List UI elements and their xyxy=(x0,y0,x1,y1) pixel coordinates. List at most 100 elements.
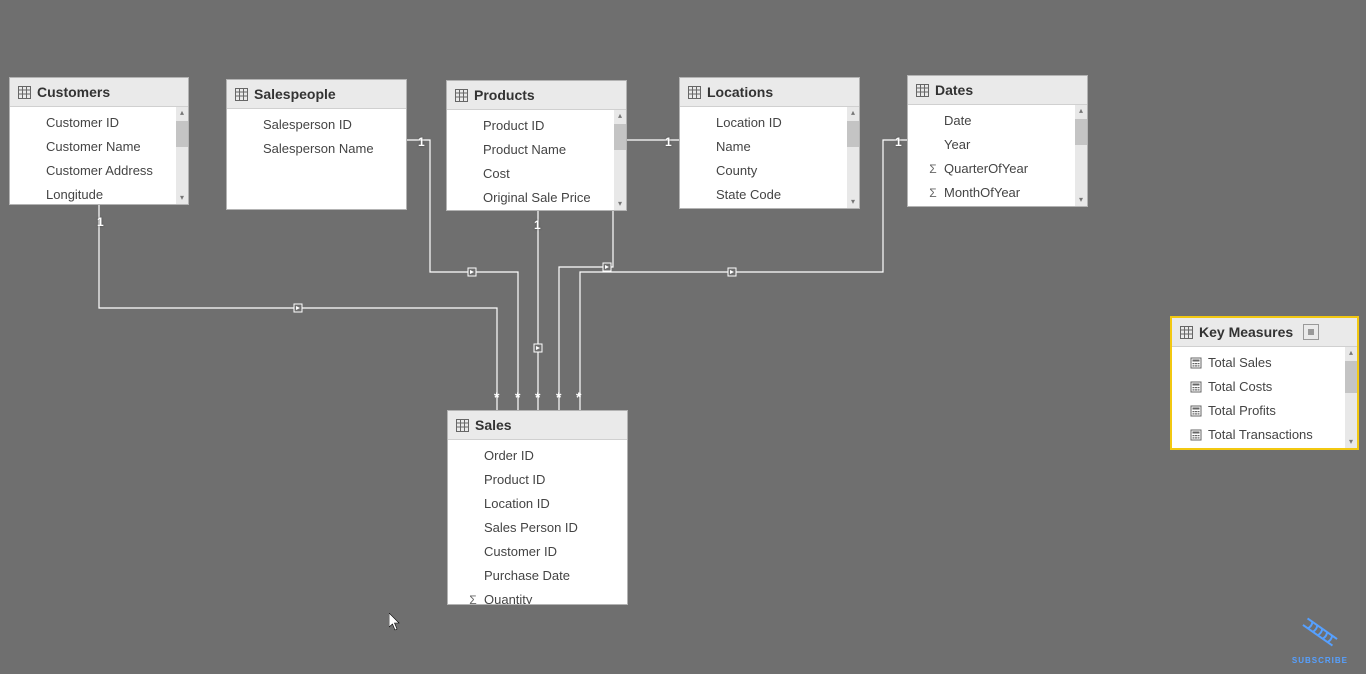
field-row[interactable]: Customer ID xyxy=(448,540,627,564)
field-label: Product ID xyxy=(483,116,544,136)
table-sales[interactable]: Sales Order ID Product IDLocation IDSales … xyxy=(447,410,628,605)
scrollbar[interactable]: ▴▾ xyxy=(176,107,188,204)
cardinality-one: 1 xyxy=(418,135,425,149)
collapse-icon[interactable] xyxy=(1303,324,1319,340)
scroll-up-icon[interactable]: ▴ xyxy=(1075,105,1087,117)
field-label: QuarterOfYear xyxy=(944,159,1028,179)
calculator-icon xyxy=(1190,381,1204,393)
scrollbar-thumb[interactable] xyxy=(176,121,188,147)
scroll-down-icon[interactable]: ▾ xyxy=(614,198,626,210)
scroll-down-icon[interactable]: ▾ xyxy=(1345,436,1357,448)
scrollbar[interactable]: ▴▾ xyxy=(1345,347,1357,448)
field-label: County xyxy=(716,161,757,181)
scroll-up-icon[interactable]: ▴ xyxy=(847,107,859,119)
table-dates-title: Dates xyxy=(935,82,973,98)
field-row[interactable]: Total Costs xyxy=(1172,375,1357,399)
field-row[interactable]: Order ID xyxy=(448,444,627,468)
table-sales-header[interactable]: Sales xyxy=(448,411,627,440)
field-row[interactable]: ΣDayOfMonth xyxy=(908,205,1087,206)
table-key_measures[interactable]: Key MeasuresTotal SalesTotal CostsTotal … xyxy=(1170,316,1359,450)
field-row[interactable]: Product ID xyxy=(448,468,627,492)
scroll-down-icon[interactable]: ▾ xyxy=(176,192,188,204)
field-label: Order ID xyxy=(484,446,534,466)
field-row[interactable]: Total Transactions xyxy=(1172,423,1357,447)
table-icon xyxy=(18,86,31,99)
sigma-icon: Σ xyxy=(926,183,940,203)
table-dates[interactable]: DatesDateYearΣQuarterOfYearΣMonthOfYearΣ… xyxy=(907,75,1088,207)
field-row[interactable]: Date xyxy=(908,109,1087,133)
field-label: Total Costs xyxy=(1208,377,1272,397)
field-row[interactable]: ΣQuantity xyxy=(448,588,627,604)
field-row[interactable]: ΣQuarterOfYear xyxy=(908,157,1087,181)
sigma-icon: Σ xyxy=(466,590,480,604)
field-label: Original Sale Price xyxy=(483,188,591,208)
scrollbar[interactable]: ▴▾ xyxy=(1075,105,1087,206)
table-products-title: Products xyxy=(474,87,535,103)
cardinality-one: 1 xyxy=(895,135,902,149)
field-label: MonthOfYear xyxy=(944,183,1020,203)
field-row[interactable]: Customer ID xyxy=(10,111,188,135)
field-row[interactable]: Original Sale Price xyxy=(447,186,626,210)
field-row[interactable]: Salesperson ID xyxy=(227,113,406,137)
table-locations-field-list: Location IDNameCountyState CodeState▴▾ xyxy=(680,107,859,208)
field-row[interactable]: Customer Name xyxy=(10,135,188,159)
field-label: Product ID xyxy=(484,470,545,490)
table-salespeople[interactable]: Salespeople Salesperson ID Salesperson Nam… xyxy=(226,79,407,210)
relationship-direction-icon xyxy=(534,344,542,352)
table-products-header[interactable]: Products xyxy=(447,81,626,110)
field-label: Purchase Date xyxy=(484,566,570,586)
field-label: Salesperson ID xyxy=(263,115,352,135)
field-row[interactable]: Location ID xyxy=(448,492,627,516)
field-row[interactable]: ΣMonthOfYear xyxy=(908,181,1087,205)
field-row[interactable]: Total Profits xyxy=(1172,399,1357,423)
scrollbar[interactable]: ▴▾ xyxy=(614,110,626,210)
table-salespeople-header[interactable]: Salespeople xyxy=(227,80,406,109)
field-row[interactable]: Customer Address xyxy=(10,159,188,183)
table-customers-header[interactable]: Customers xyxy=(10,78,188,107)
scrollbar-thumb[interactable] xyxy=(1075,119,1087,145)
field-row[interactable]: State xyxy=(680,207,859,208)
scrollbar-thumb[interactable] xyxy=(847,121,859,147)
table-locations-header[interactable]: Locations xyxy=(680,78,859,107)
field-row[interactable]: Cost xyxy=(447,162,626,186)
field-row[interactable]: Name xyxy=(680,135,859,159)
field-label: Customer ID xyxy=(484,542,557,562)
table-locations[interactable]: Locations Location IDNameCounty State Code… xyxy=(679,77,860,209)
table-key_measures-title: Key Measures xyxy=(1199,324,1293,340)
field-row[interactable]: County xyxy=(680,159,859,183)
table-key_measures-header[interactable]: Key Measures xyxy=(1172,318,1357,347)
cardinality-many: * xyxy=(515,389,520,405)
scrollbar[interactable]: ▴▾ xyxy=(847,107,859,208)
table-customers-field-list: Customer IDCustomer NameCustomer Address… xyxy=(10,107,188,204)
field-row[interactable]: State Code xyxy=(680,183,859,207)
table-customers[interactable]: CustomersCustomer IDCustomer NameCustome… xyxy=(9,77,189,205)
scroll-up-icon[interactable]: ▴ xyxy=(1345,347,1357,359)
field-row[interactable]: Longitude xyxy=(10,183,188,204)
table-dates-header[interactable]: Dates xyxy=(908,76,1087,105)
scroll-down-icon[interactable]: ▾ xyxy=(1075,194,1087,206)
field-row[interactable]: Purchase Date xyxy=(448,564,627,588)
field-row[interactable]: Year xyxy=(908,133,1087,157)
field-row[interactable]: Sales Person ID xyxy=(448,516,627,540)
table-products[interactable]: Products Product IDProduct NameCostOrigin… xyxy=(446,80,627,211)
scroll-up-icon[interactable]: ▴ xyxy=(176,107,188,119)
relationship-direction-icon xyxy=(728,268,736,276)
field-row[interactable]: Salesperson Name xyxy=(227,137,406,161)
field-row[interactable]: Product Name xyxy=(447,138,626,162)
scrollbar-thumb[interactable] xyxy=(1345,361,1357,393)
mouse-cursor xyxy=(389,613,401,631)
cardinality-many: * xyxy=(576,389,581,405)
field-row[interactable]: Product ID xyxy=(447,114,626,138)
table-dates-field-list: DateYearΣQuarterOfYearΣMonthOfYearΣDayOf… xyxy=(908,105,1087,206)
scroll-up-icon[interactable]: ▴ xyxy=(614,110,626,122)
field-label: Salesperson Name xyxy=(263,139,374,159)
field-row[interactable]: Total Sales xyxy=(1172,351,1357,375)
relationship-customers-sales[interactable] xyxy=(99,205,497,410)
field-row[interactable]: Profit Margin xyxy=(1172,447,1357,448)
relationship-direction-icon xyxy=(603,263,611,271)
scrollbar-thumb[interactable] xyxy=(614,124,626,150)
subscribe-text: SUBSCRIBE xyxy=(1292,656,1348,665)
field-label: State Code xyxy=(716,185,781,205)
field-row[interactable]: Location ID xyxy=(680,111,859,135)
scroll-down-icon[interactable]: ▾ xyxy=(847,196,859,208)
